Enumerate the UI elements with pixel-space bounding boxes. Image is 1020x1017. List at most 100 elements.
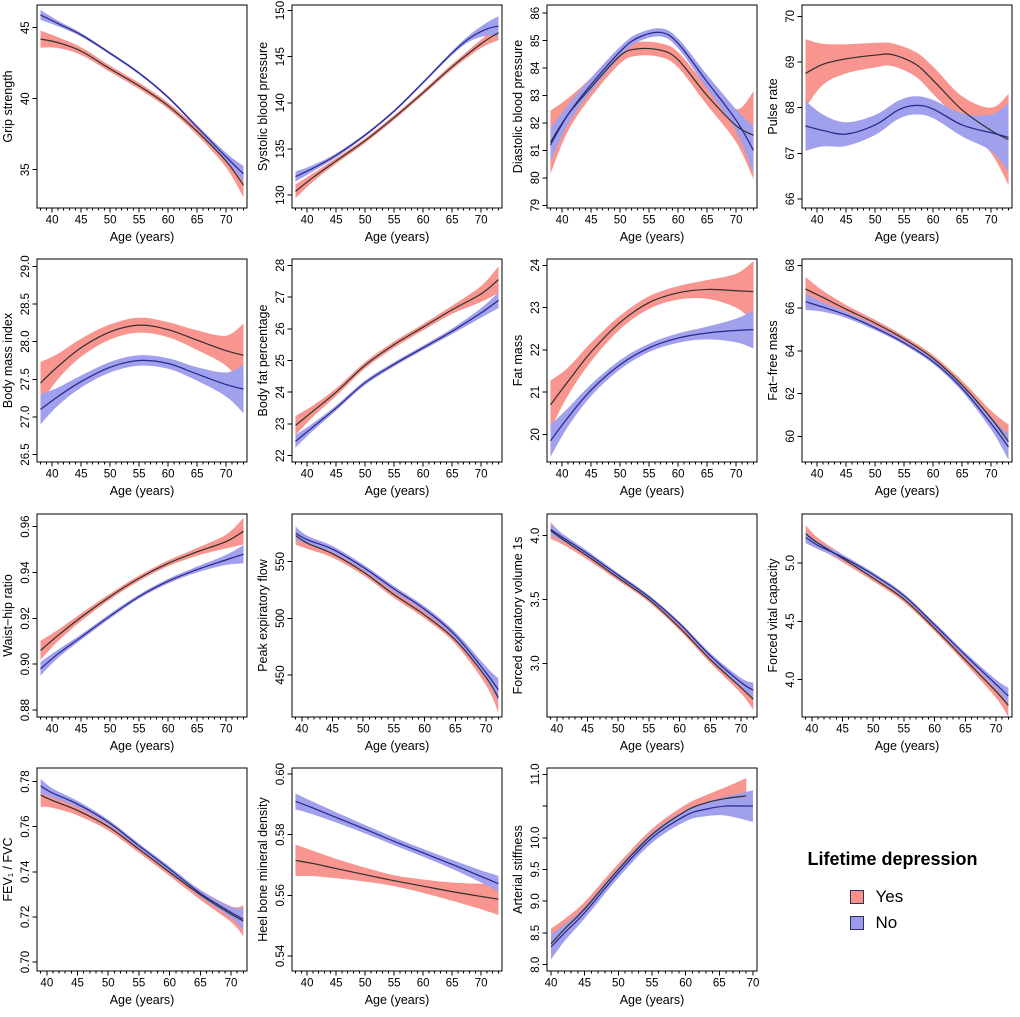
x-tick-label: 60 xyxy=(672,469,685,481)
x-tick-label: 45 xyxy=(75,215,88,227)
trend-line-yes xyxy=(295,32,499,192)
x-tick-label: 70 xyxy=(990,723,1003,735)
x-tick-label: 55 xyxy=(133,469,146,481)
y-axis-title: Arterial stiffness xyxy=(511,825,525,914)
chart-fat-free-mass: 40 45 50 55 60 65 70 60 62 64 66 68 Fat−free mass Age… xyxy=(766,258,1013,498)
y-axis-title: Forced vital capacity xyxy=(766,557,780,672)
trend-line-no xyxy=(40,14,244,175)
plot-box xyxy=(36,513,248,717)
x-tick-label: 65 xyxy=(704,723,717,735)
x-tick-label: 45 xyxy=(330,215,343,227)
y-tick-label: 0.76 xyxy=(20,815,32,837)
x-tick-label: 50 xyxy=(104,469,117,481)
x-tick-label: 60 xyxy=(927,215,940,227)
y-tick-label: 27.0 xyxy=(20,406,32,428)
x-tick-label: 50 xyxy=(614,215,627,227)
x-tick-label: 55 xyxy=(646,977,659,989)
trend-line-yes xyxy=(295,534,499,698)
y-tick-label: 4.0 xyxy=(530,527,542,543)
y-tick-label: 45 xyxy=(20,21,32,34)
ci-band-no xyxy=(295,16,499,182)
ci-band-no xyxy=(40,355,244,425)
x-tick-label: 65 xyxy=(446,469,459,481)
x-tick-label: 45 xyxy=(840,469,853,481)
x-tick-label: 50 xyxy=(359,215,372,227)
x-axis-title: Age (years) xyxy=(875,739,940,753)
x-tick-label: 60 xyxy=(162,215,175,227)
plot-box xyxy=(291,767,503,972)
chart-body-fat-percentage: 40 45 50 55 60 65 70 22 23 24 25 26 27 28 Body fat per… xyxy=(256,258,503,498)
ci-band-yes xyxy=(295,266,499,436)
y-tick-label: 450 xyxy=(275,665,287,684)
ci-band-no xyxy=(805,293,1009,461)
plot-box xyxy=(801,513,1013,717)
y-tick-label: 62 xyxy=(785,387,797,400)
y-tick-label: 3.5 xyxy=(530,591,542,607)
y-tick-label: 24 xyxy=(275,385,287,398)
plot-box xyxy=(291,4,503,209)
legend-label-yes: Yes xyxy=(875,886,904,906)
trend-line-yes xyxy=(40,794,244,922)
y-tick-label: 23 xyxy=(530,301,542,314)
y-axis-title: Peak expiratory flow xyxy=(256,558,270,672)
chart-waist-hip-ratio: 40 45 50 55 60 65 70 0.88 0.90 0.92 0.94 0.96 Waist−… xyxy=(1,513,248,753)
y-tick-label: 4.5 xyxy=(785,613,797,629)
y-tick-label: 81 xyxy=(530,144,542,157)
y-tick-label: 0.90 xyxy=(20,653,32,675)
y-tick-label: 9.0 xyxy=(530,893,542,909)
chart-peak-expiratory-flow: 40 45 50 55 60 65 70 450 500 550 Peak expiratory f… xyxy=(256,513,503,753)
x-tick-label: 50 xyxy=(612,977,625,989)
x-tick-label: 40 xyxy=(301,977,314,989)
ci-band-yes xyxy=(295,844,499,915)
y-tick-label: 0.94 xyxy=(20,560,32,583)
trend-line-no xyxy=(550,329,754,442)
trend-line-yes xyxy=(40,38,245,186)
chart-heel-bone-mineral-density: 40 45 50 55 60 65 70 0.54 0.56 0.58 0.60 Heel bone … xyxy=(256,763,503,1007)
y-tick-label: 22 xyxy=(530,344,542,357)
y-tick-label: 145 xyxy=(275,47,287,66)
x-axis-title: Age (years) xyxy=(365,739,430,753)
ci-band-no xyxy=(40,9,244,182)
y-tick-label: 20 xyxy=(530,428,542,441)
x-tick-label: 60 xyxy=(928,723,941,735)
x-tick-label: 40 xyxy=(46,215,59,227)
x-axis-title: Age (years) xyxy=(620,230,685,244)
x-tick-label: 50 xyxy=(869,215,882,227)
y-tick-label: 66 xyxy=(785,193,797,206)
x-tick-label: 70 xyxy=(985,215,998,227)
x-tick-label: 55 xyxy=(388,215,401,227)
x-tick-label: 60 xyxy=(672,215,685,227)
x-tick-label: 40 xyxy=(301,215,314,227)
x-tick-label: 50 xyxy=(357,723,370,735)
y-tick-label: 0.56 xyxy=(275,884,287,906)
trend-line-yes xyxy=(40,530,244,651)
y-tick-label: 8.0 xyxy=(530,956,542,972)
x-tick-label: 70 xyxy=(225,977,238,989)
legend-item-yes: Yes xyxy=(849,886,936,907)
y-tick-label: 0.72 xyxy=(20,905,32,927)
x-tick-label: 70 xyxy=(475,215,488,227)
ci-band-no xyxy=(551,789,753,960)
y-tick-label: 82 xyxy=(530,117,542,130)
x-tick-label: 50 xyxy=(359,977,372,989)
y-tick-label: 0.58 xyxy=(275,823,287,845)
x-tick-label: 60 xyxy=(417,215,430,227)
x-tick-label: 60 xyxy=(163,977,176,989)
y-axis-title: Fat−free mass xyxy=(766,321,780,401)
trend-line-yes xyxy=(805,288,1010,443)
x-axis-title: Age (years) xyxy=(620,484,685,498)
panel-systolic-blood-pressure: 40 45 50 55 60 65 70 130 135 140 145 150 Systolic bl… xyxy=(255,0,510,254)
y-tick-label: 66 xyxy=(785,302,797,315)
trend-line-yes xyxy=(40,324,244,384)
x-tick-label: 45 xyxy=(585,215,598,227)
y-tick-label: 68 xyxy=(785,259,797,272)
x-tick-label: 60 xyxy=(417,469,430,481)
y-tick-label: 150 xyxy=(275,1,287,20)
panel-waist-hip-ratio: 40 45 50 55 60 65 70 0.88 0.90 0.92 0.94 0.96 Waist−… xyxy=(0,509,255,763)
chart-arterial-stiffness: 40 45 50 55 60 65 70 8.0 8.5 9.0 9.5 10.0 11.0 Arteri… xyxy=(511,763,759,1006)
y-tick-label: 27 xyxy=(275,291,287,304)
x-tick-label: 70 xyxy=(220,469,233,481)
x-tick-label: 65 xyxy=(191,723,204,735)
x-tick-label: 45 xyxy=(330,977,343,989)
